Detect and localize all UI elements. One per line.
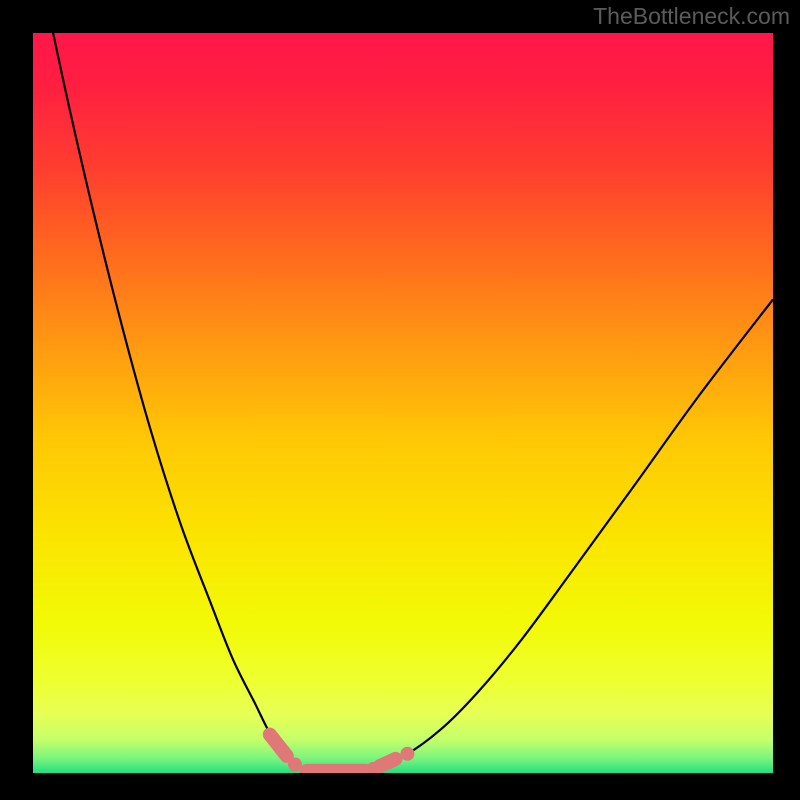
- watermark-text: TheBottleneck.com: [593, 3, 790, 30]
- figure-root: TheBottleneck.com: [0, 0, 800, 800]
- marker-far-right-dot: [400, 747, 414, 761]
- bottleneck-chart: [33, 33, 773, 773]
- marker-elbow-segment: [380, 759, 396, 766]
- marker-left-dot: [288, 757, 302, 771]
- gradient-background: [33, 33, 773, 773]
